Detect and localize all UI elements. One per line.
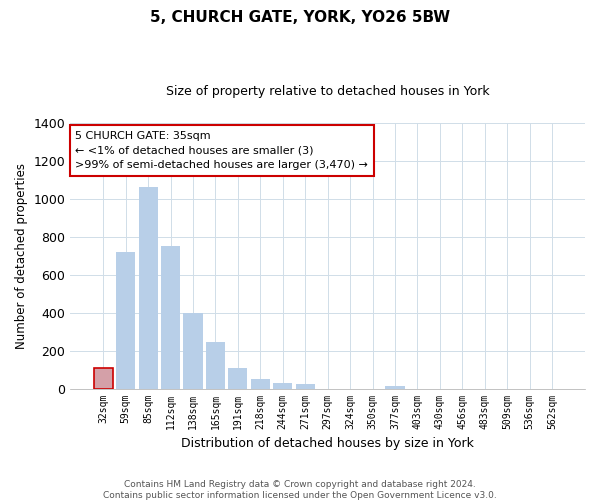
Text: 5 CHURCH GATE: 35sqm
← <1% of detached houses are smaller (3)
>99% of semi-detac: 5 CHURCH GATE: 35sqm ← <1% of detached h… [76, 131, 368, 170]
Y-axis label: Number of detached properties: Number of detached properties [15, 162, 28, 348]
Bar [161, 246, 180, 388]
X-axis label: Distribution of detached houses by size in York: Distribution of detached houses by size … [181, 437, 474, 450]
Bar [206, 342, 225, 388]
Bar [251, 379, 270, 388]
Bar [116, 252, 135, 388]
Bar [273, 383, 292, 388]
Bar [296, 384, 315, 388]
Text: Contains HM Land Registry data © Crown copyright and database right 2024.
Contai: Contains HM Land Registry data © Crown c… [103, 480, 497, 500]
Text: 5, CHURCH GATE, YORK, YO26 5BW: 5, CHURCH GATE, YORK, YO26 5BW [150, 10, 450, 25]
Bar [139, 188, 158, 388]
Title: Size of property relative to detached houses in York: Size of property relative to detached ho… [166, 85, 490, 98]
Bar [94, 368, 113, 388]
Bar [385, 386, 404, 388]
Bar [229, 368, 247, 388]
Bar [184, 312, 203, 388]
